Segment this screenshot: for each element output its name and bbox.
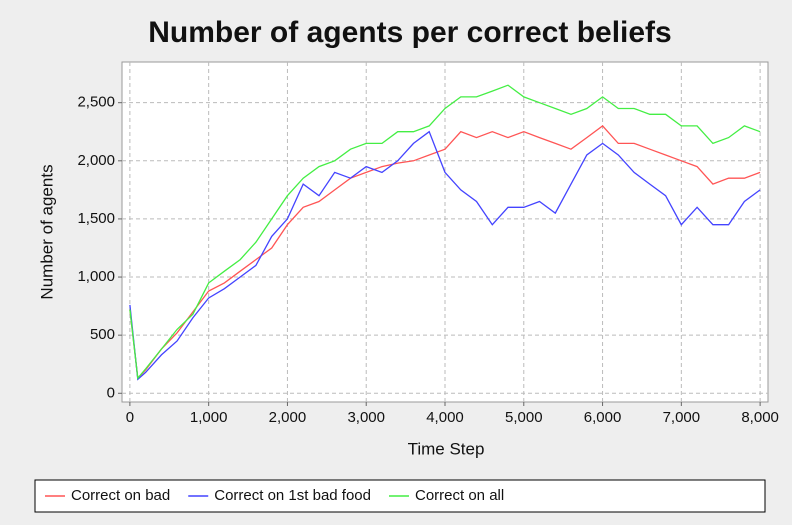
legend-label: Correct on bad [71,487,170,504]
series-line [129,130,761,381]
x-tick-label: 4,000 [426,409,464,426]
x-tick-label: 1,000 [190,409,228,426]
chart-title: Number of agents per correct beliefs [148,16,671,49]
x-tick-label: 5,000 [505,409,543,426]
y-tick-label: 2,500 [77,94,115,111]
y-tick-label: 2,000 [77,152,115,169]
x-tick-label: 8,000 [741,409,779,426]
x-tick-label: 0 [126,409,134,426]
y-tick-label: 0 [107,384,115,401]
y-tick-label: 500 [90,326,115,343]
x-axis-label: Time Step [408,439,485,458]
legend-label: Correct on 1st bad food [214,487,371,504]
y-tick-label: 1,500 [77,210,115,227]
series-line [129,84,761,380]
y-axis-label: Number of agents [37,164,56,299]
x-tick-label: 7,000 [663,409,701,426]
x-tick-label: 2,000 [269,409,307,426]
x-tick-label: 6,000 [584,409,622,426]
y-tick-label: 1,000 [77,268,115,285]
legend-label: Correct on all [415,487,504,504]
x-tick-label: 3,000 [347,409,385,426]
